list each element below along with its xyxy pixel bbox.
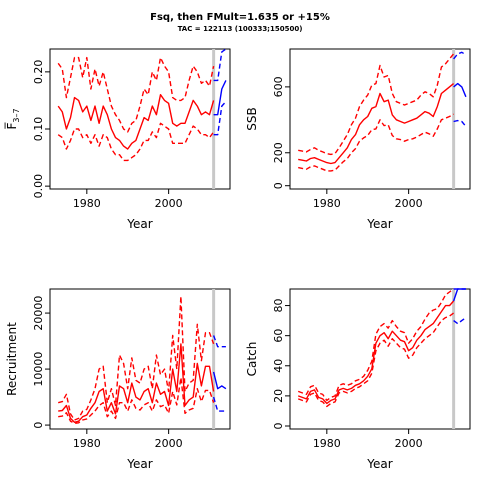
x-axis-label: Year	[126, 457, 152, 471]
y-axis-label: Catch	[245, 342, 259, 377]
y-axis-label: Recruitment	[5, 322, 19, 396]
y-tick-label: 20000	[32, 296, 45, 331]
plot-frame	[49, 48, 231, 190]
x-axis-label: Year	[366, 217, 392, 231]
series-line-upper	[58, 295, 215, 421]
y-tick-label: 0.20	[32, 60, 45, 85]
y-tick-label: 20	[272, 389, 285, 403]
series-line-projection-lower	[213, 101, 227, 136]
series-line-estimate	[298, 83, 455, 165]
figure-title: Fsq, then FMult=1.635 or +15%	[150, 12, 330, 23]
x-axis-label: Year	[366, 457, 392, 471]
series-line-projection	[212, 371, 227, 390]
y-tick-label: 0	[272, 182, 285, 189]
series-line-projection-lower	[453, 119, 467, 127]
series-line-estimate	[297, 300, 455, 405]
series-line-projection-upper	[213, 48, 227, 82]
x-tick-label: 2000	[395, 437, 423, 450]
plot-frame	[289, 288, 471, 430]
x-tick-label: 2000	[155, 437, 183, 450]
x-tick-label: 1980	[313, 197, 341, 210]
series-line-projection-upper	[453, 51, 467, 60]
y-tick-label: 600	[272, 76, 285, 97]
y-tick-label: 80	[272, 299, 285, 313]
y-tick-label: 0.00	[32, 174, 45, 199]
series-line-estimate	[58, 343, 215, 423]
y-tick-label: 200	[272, 142, 285, 163]
y-tick-label: 60	[272, 329, 285, 343]
panel-catch: 1980 2000 0 20 40 60 80 Year Catch	[245, 288, 471, 471]
x-tick-label: 1980	[73, 437, 101, 450]
x-tick-label: 2000	[155, 197, 183, 210]
series-line-estimate	[57, 93, 215, 150]
series-line-upper	[297, 288, 455, 402]
plot-frame	[49, 288, 231, 430]
x-axis-label: Year	[126, 217, 152, 231]
series-line-projection	[453, 82, 467, 98]
series-line-lower	[297, 312, 455, 408]
series-line-lower	[58, 376, 215, 425]
series-line-upper	[298, 53, 455, 156]
y-tick-label: 0	[32, 422, 45, 429]
x-tick-label: 2000	[395, 197, 423, 210]
series-line-projection-lower	[212, 396, 226, 412]
y-tick-label: 10000	[32, 352, 45, 387]
y-axis-label: F̅3–7	[4, 108, 21, 129]
series-line-lower	[298, 113, 454, 172]
panel-ssb: 1980 2000 0 200 600 Year SSB	[245, 48, 471, 231]
series-line-projection-upper	[212, 335, 226, 348]
series-line-upper	[57, 56, 215, 133]
series-line-projection-lower	[453, 317, 467, 325]
x-tick-label: 1980	[73, 197, 101, 210]
y-tick-label: 40	[272, 359, 285, 373]
y-tick-label: 0	[272, 422, 285, 429]
figure-subtitle: TAC = 122113 (100333;150500)	[178, 25, 303, 33]
y-axis-label: SSB	[245, 107, 259, 130]
y-tick-label: 0.10	[32, 117, 45, 142]
x-tick-label: 1980	[313, 437, 341, 450]
panel-f: 1980 2000 0.00 0.10 0.20 Year F̅3–7	[4, 48, 231, 231]
plot-frame	[289, 48, 471, 190]
series-line-projection	[213, 80, 227, 116]
